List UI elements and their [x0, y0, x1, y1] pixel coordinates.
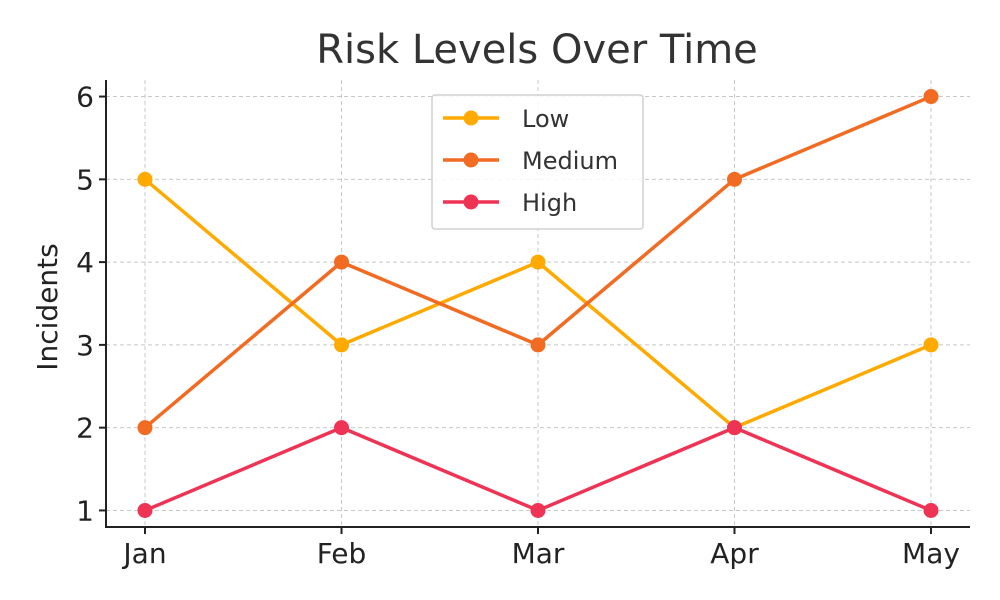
y-tick-label: 2 — [76, 412, 94, 445]
grid — [106, 80, 970, 527]
data-point-low — [923, 337, 939, 353]
legend-marker-high — [463, 194, 479, 210]
series-lines — [137, 89, 939, 518]
legend-marker-medium — [463, 152, 479, 168]
y-tick-label: 1 — [76, 494, 94, 527]
data-point-high — [137, 502, 153, 518]
x-tick-label: Apr — [710, 537, 759, 570]
data-point-high — [530, 502, 546, 518]
legend-box — [431, 94, 644, 230]
y-tick-label: 6 — [76, 81, 94, 114]
chart-title: Risk Levels Over Time — [316, 27, 758, 73]
series-low — [137, 171, 939, 436]
y-tick-label: 5 — [76, 163, 94, 196]
ticks: Jan Feb Mar Apr May 1 2 3 4 5 6 — [76, 81, 960, 570]
data-point-medium — [334, 254, 349, 270]
x-tick-label: Jan — [121, 537, 166, 570]
legend-label-medium: Medium — [522, 147, 618, 175]
series-medium — [137, 89, 939, 436]
data-point-low — [137, 171, 153, 187]
y-axis-label: Incidents — [31, 243, 64, 371]
legend-item-high: High — [443, 189, 577, 217]
data-point-low — [530, 254, 546, 270]
legend-item-low: Low — [443, 105, 569, 133]
legend: Low Medium High — [431, 94, 644, 230]
y-tick-label: 3 — [76, 329, 94, 362]
data-point-medium — [727, 171, 742, 187]
data-point-medium — [530, 337, 546, 353]
data-point-low — [334, 337, 349, 353]
data-point-medium — [137, 420, 153, 436]
y-tick-label: 4 — [76, 246, 94, 279]
legend-label-high: High — [522, 189, 577, 217]
legend-item-medium: Medium — [443, 147, 618, 175]
series-high — [137, 420, 939, 518]
data-point-high — [727, 420, 742, 436]
legend-label-low: Low — [522, 105, 569, 133]
x-tick-label: Mar — [512, 537, 565, 570]
x-tick-label: Feb — [317, 537, 367, 570]
data-point-high — [334, 420, 349, 436]
data-point-high — [923, 502, 939, 518]
x-tick-label: May — [902, 537, 960, 570]
legend-marker-low — [463, 110, 479, 126]
data-point-medium — [923, 89, 939, 105]
